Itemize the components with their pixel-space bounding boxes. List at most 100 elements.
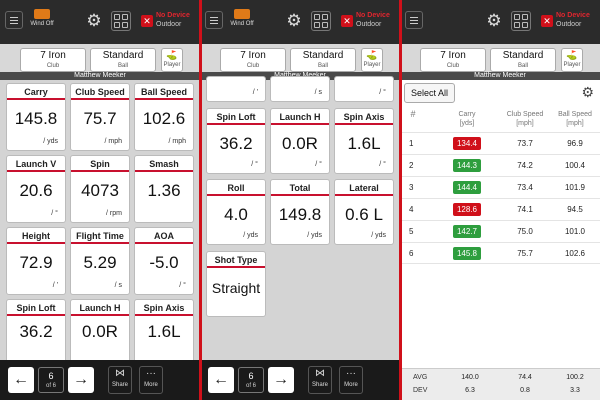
tile-value: 36.2: [19, 322, 53, 341]
tile-height[interactable]: Height 72.9 / ': [6, 227, 66, 295]
shot-table: # Carry [yds] Club Speed [mph] Ball Spee…: [400, 106, 600, 368]
table-row[interactable]: 6 145.8 75.7 102.6: [400, 242, 600, 264]
tile-spin-loft[interactable]: Spin Loft 36.2: [6, 299, 66, 367]
club-value: 7 Iron: [240, 50, 266, 61]
device-status[interactable]: ✕ No Device Outdoor: [541, 11, 596, 33]
tile-launch-h[interactable]: Launch H 0.0R / °: [270, 108, 330, 174]
layout-grid-icon[interactable]: [111, 11, 131, 31]
tile-value: 36.2: [219, 134, 253, 153]
col-header-ball-speed-label: Ball Speed: [558, 111, 592, 118]
table-row[interactable]: 3 144.4 73.4 101.9: [400, 176, 600, 198]
table-settings-icon[interactable]: ⚙: [581, 84, 594, 100]
ball-value: Standard: [302, 50, 344, 61]
tile-spin[interactable]: Spin 4073 / rpm: [70, 155, 130, 223]
share-button[interactable]: ⋈ Share: [308, 366, 332, 394]
menu-icon[interactable]: [205, 11, 223, 29]
cell-carry: 134.4: [453, 137, 481, 150]
cell-carry: 144.3: [453, 159, 481, 172]
tile-carry[interactable]: Carry 145.8 / yds: [6, 83, 66, 151]
tile-value: 75.7: [83, 109, 117, 128]
wind-icon: [234, 9, 250, 19]
select-all-button[interactable]: Select All: [404, 83, 456, 103]
tile-partial[interactable]: / s: [270, 76, 330, 102]
gear-icon[interactable]: ⚙: [286, 11, 302, 30]
player-selector[interactable]: ⛳ Player: [161, 48, 183, 72]
tile-value: 1.6L: [347, 134, 381, 153]
table-row[interactable]: 1 134.4 73.7 96.9: [400, 132, 600, 154]
menu-icon[interactable]: [5, 11, 23, 29]
share-label: Share: [111, 382, 128, 388]
wind-toggle[interactable]: Wind Off: [228, 9, 256, 27]
share-icon: ⋈: [115, 368, 125, 379]
tile-unit: / °: [251, 161, 258, 168]
tile-roll[interactable]: Roll 4.0 / yds: [206, 179, 266, 245]
tile-spin-loft[interactable]: Spin Loft 36.2 / °: [206, 108, 266, 174]
tile-label: Spin Loft: [7, 300, 65, 316]
tile-unit: / yds: [307, 232, 322, 239]
tile-smash[interactable]: Smash 1.36: [134, 155, 194, 223]
cell-carry: 145.8: [453, 247, 481, 260]
tile-unit: / °: [315, 161, 322, 168]
gear-icon[interactable]: ⚙: [86, 11, 102, 30]
table-row[interactable]: 4 128.6 74.1 94.5: [400, 198, 600, 220]
tile-total[interactable]: Total 149.8 / yds: [270, 179, 330, 245]
tile-value: 72.9: [19, 253, 53, 272]
club-selector[interactable]: 7 Iron Club: [220, 48, 286, 72]
ball-selector[interactable]: Standard Ball: [90, 48, 156, 72]
col-header-carry[interactable]: Carry [yds]: [450, 110, 484, 132]
tile-label: Lateral: [335, 180, 393, 196]
menu-icon[interactable]: [405, 11, 423, 29]
table-row[interactable]: 5 142.7 75.0 101.0: [400, 220, 600, 242]
prev-arrow-icon[interactable]: ←: [208, 367, 234, 393]
col-header-ball-speed-unit: [mph]: [566, 120, 584, 127]
close-icon: ✕: [541, 15, 553, 27]
tile-unit: / s: [314, 89, 322, 96]
tile-label: Launch V: [7, 156, 65, 172]
tile-shot-type[interactable]: Shot Type Straight: [206, 251, 266, 317]
tile-spin-axis[interactable]: Spin Axis 1.6L / °: [334, 108, 394, 174]
tile-unit: / yds: [371, 232, 386, 239]
tile-label: Spin Axis: [135, 300, 193, 316]
more-button[interactable]: ··· More: [339, 366, 363, 394]
tile-partial[interactable]: / °: [334, 76, 394, 102]
tile-launch-v[interactable]: Launch V 20.6 / °: [6, 155, 66, 223]
col-header-ball-speed[interactable]: Ball Speed [mph]: [552, 110, 598, 132]
ball-selector[interactable]: Standard Ball: [490, 48, 556, 72]
tile-ball-speed[interactable]: Ball Speed 102.6 / mph: [134, 83, 194, 151]
tile-partial[interactable]: / ': [206, 76, 266, 102]
prev-arrow-icon[interactable]: ←: [8, 367, 34, 393]
device-status[interactable]: ✕ No Device Outdoor: [341, 11, 396, 33]
panel-divider: [199, 0, 202, 400]
ball-selector[interactable]: Standard Ball: [290, 48, 356, 72]
share-button[interactable]: ⋈ Share: [108, 366, 132, 394]
tile-label: Roll: [207, 180, 265, 196]
col-header-club-speed[interactable]: Club Speed [mph]: [500, 110, 550, 132]
tile-label: Total: [271, 180, 329, 196]
tile-club-speed[interactable]: Club Speed 75.7 / mph: [70, 83, 130, 151]
tile-value: 4073: [81, 181, 119, 200]
table-row[interactable]: 2 144.3 74.2 100.4: [400, 154, 600, 176]
tile-lateral[interactable]: Lateral 0.6 L / yds: [334, 179, 394, 245]
gear-icon[interactable]: ⚙: [486, 11, 502, 30]
club-selector[interactable]: 7 Iron Club: [20, 48, 86, 72]
tile-launch-h[interactable]: Launch H 0.0R: [70, 299, 130, 367]
more-button[interactable]: ··· More: [139, 366, 163, 394]
club-selector[interactable]: 7 Iron Club: [420, 48, 486, 72]
tile-aoa[interactable]: AOA -5.0 / °: [134, 227, 194, 295]
page-current: 6: [48, 371, 54, 381]
player-selector[interactable]: ⛳ Player: [561, 48, 583, 72]
metric-tiles: / ' / s / ° Spin Loft 36.2 / ° Launch H …: [200, 76, 400, 360]
player-label: Player: [163, 62, 181, 68]
wind-icon: [34, 9, 50, 19]
tile-label: Carry: [7, 84, 65, 100]
next-arrow-icon[interactable]: →: [268, 367, 294, 393]
layout-grid-icon[interactable]: [311, 11, 331, 31]
player-selector[interactable]: ⛳ Player: [361, 48, 383, 72]
cell-carry: 142.7: [453, 225, 481, 238]
layout-grid-icon[interactable]: [511, 11, 531, 31]
next-arrow-icon[interactable]: →: [68, 367, 94, 393]
wind-toggle[interactable]: Wind Off: [28, 9, 56, 27]
tile-spin-axis[interactable]: Spin Axis 1.6L: [134, 299, 194, 367]
device-status[interactable]: ✕ No Device Outdoor: [141, 11, 196, 33]
tile-flight-time[interactable]: Flight Time 5.29 / s: [70, 227, 130, 295]
